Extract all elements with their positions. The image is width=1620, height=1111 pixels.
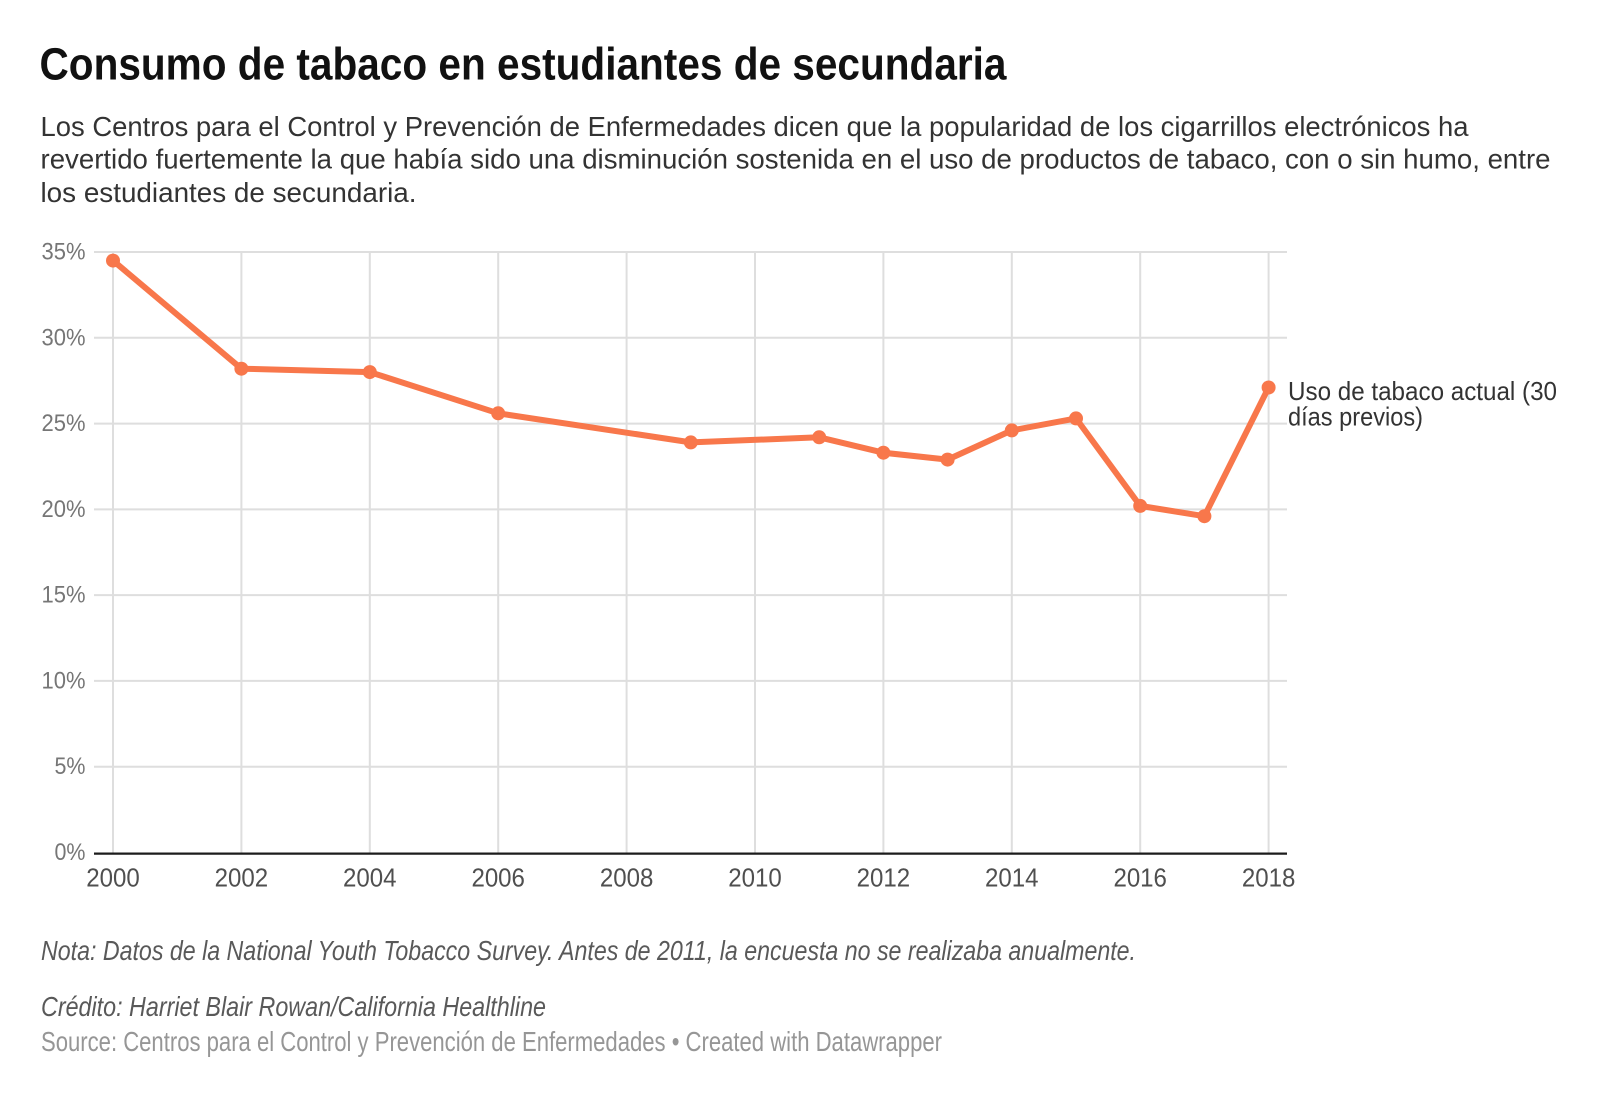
svg-text:10%: 10% (42, 667, 86, 694)
svg-text:2014: 2014 (985, 863, 1039, 893)
svg-text:Nota: Datos de la National You: Nota: Datos de la National Youth Tobacco… (41, 935, 1136, 966)
svg-text:revertido fuertemente la que h: revertido fuertemente la que había sido … (41, 144, 1551, 175)
svg-text:2004: 2004 (343, 863, 397, 893)
svg-text:Crédito: Harriet Blair Rowan/C: Crédito: Harriet Blair Rowan/California … (41, 991, 546, 1022)
svg-text:20%: 20% (42, 496, 86, 523)
svg-text:2008: 2008 (600, 863, 654, 893)
svg-text:2002: 2002 (215, 863, 269, 893)
svg-text:2006: 2006 (471, 863, 525, 893)
svg-text:35%: 35% (42, 239, 86, 266)
svg-text:2010: 2010 (728, 863, 782, 893)
svg-text:Consumo de tabaco en estudiant: Consumo de tabaco en estudiantes de secu… (40, 39, 1008, 90)
svg-text:Source: Centros para el Contro: Source: Centros para el Control y Preven… (41, 1026, 942, 1057)
svg-text:Los Centros para el Control y: Los Centros para el Control y Prevención… (41, 111, 1469, 142)
svg-text:Uso de tabaco actual (30: Uso de tabaco actual (30 (1288, 376, 1557, 406)
svg-text:los estudiantes de secundaria.: los estudiantes de secundaria. (41, 177, 417, 208)
svg-text:2016: 2016 (1113, 863, 1167, 893)
svg-text:2018: 2018 (1242, 863, 1296, 893)
svg-text:2012: 2012 (857, 863, 911, 893)
svg-text:25%: 25% (42, 410, 86, 437)
svg-text:15%: 15% (42, 582, 86, 609)
svg-text:2000: 2000 (86, 863, 140, 893)
svg-text:0%: 0% (55, 839, 86, 866)
svg-text:5%: 5% (55, 753, 86, 780)
svg-text:días previos): días previos) (1288, 402, 1423, 432)
svg-text:30%: 30% (42, 324, 86, 351)
